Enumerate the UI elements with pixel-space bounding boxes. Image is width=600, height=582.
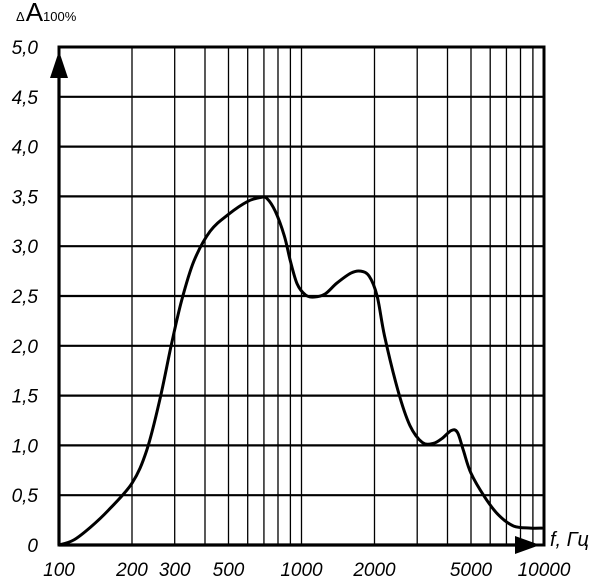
y-tick-labels: 0 0,5 1,0 1,5 2,0 2,5 3,0 3,5 4,0 4,5 5,0 bbox=[11, 38, 39, 557]
y-tick-label: 2,0 bbox=[11, 337, 39, 358]
x-tick-label: 500 bbox=[213, 560, 245, 581]
x-tick-label: 5000 bbox=[450, 560, 493, 581]
y-tick-label: 3,5 bbox=[12, 187, 39, 208]
y-tick-label: 1,5 bbox=[12, 387, 39, 408]
y-tick-label: 1,0 bbox=[12, 436, 39, 457]
x-tick-label: 100 bbox=[43, 560, 75, 581]
x-tick-label: 200 bbox=[115, 560, 148, 581]
y-axis-label-delta: Δ bbox=[16, 9, 25, 24]
y-tick-label: 4,5 bbox=[12, 88, 39, 109]
x-tick-label: 10000 bbox=[518, 560, 571, 581]
x-tick-labels: 100 200 300 500 1000 2000 5000 10000 bbox=[43, 560, 571, 581]
y-tick-label: 4,0 bbox=[12, 138, 39, 159]
y-axis-label: ΔA100% bbox=[16, 0, 77, 27]
y-tick-label: 5,0 bbox=[12, 38, 39, 59]
x-axis-label: f, Гц bbox=[550, 529, 589, 551]
y-tick-label: 3,0 bbox=[12, 237, 39, 258]
y-axis-label-main: A bbox=[26, 0, 44, 27]
x-axis-arrow bbox=[515, 536, 540, 554]
x-tick-label: 2000 bbox=[352, 560, 396, 581]
x-tick-label: 1000 bbox=[280, 560, 323, 581]
series-group bbox=[57, 195, 544, 547]
y-tick-label: 2,5 bbox=[11, 287, 39, 308]
y-tick-label: 0,5 bbox=[12, 486, 39, 507]
series-line bbox=[57, 195, 544, 547]
axes bbox=[50, 51, 540, 554]
y-axis-label-sub: 100% bbox=[43, 9, 77, 24]
y-axis-arrow bbox=[50, 51, 68, 78]
x-tick-label: 300 bbox=[159, 560, 191, 581]
y-tick-label: 0 bbox=[27, 536, 38, 557]
